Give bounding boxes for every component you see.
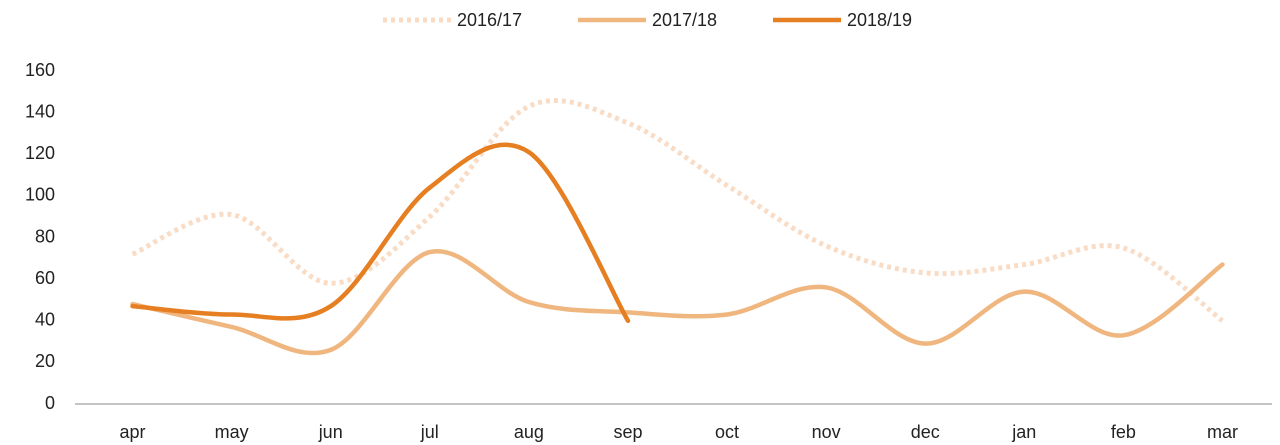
x-tick-label: aug bbox=[514, 422, 544, 442]
x-tick-label: feb bbox=[1111, 422, 1136, 442]
series-line bbox=[130, 142, 631, 323]
x-tick-label: dec bbox=[911, 422, 940, 442]
legend-label: 2017/18 bbox=[652, 10, 717, 30]
y-tick-label: 0 bbox=[45, 393, 55, 413]
x-tick-label: sep bbox=[613, 422, 642, 442]
x-tick-label: nov bbox=[812, 422, 841, 442]
y-tick-label: 100 bbox=[25, 185, 55, 205]
x-tick-label: jul bbox=[420, 422, 439, 442]
y-tick-label: 160 bbox=[25, 60, 55, 80]
series-line bbox=[130, 248, 1225, 356]
y-tick-label: 120 bbox=[25, 143, 55, 163]
x-tick-label: jun bbox=[318, 422, 343, 442]
y-tick-label: 60 bbox=[35, 268, 55, 288]
legend-label: 2018/19 bbox=[847, 10, 912, 30]
x-tick-label: apr bbox=[120, 422, 146, 442]
x-tick-label: may bbox=[215, 422, 249, 442]
x-tick-label: jan bbox=[1011, 422, 1036, 442]
y-tick-label: 140 bbox=[25, 101, 55, 121]
series-line bbox=[131, 98, 1224, 323]
y-tick-label: 20 bbox=[35, 351, 55, 371]
x-tick-label: mar bbox=[1207, 422, 1238, 442]
legend-label: 2016/17 bbox=[457, 10, 522, 30]
x-tick-label: oct bbox=[715, 422, 739, 442]
y-tick-label: 80 bbox=[35, 226, 55, 246]
y-tick-label: 40 bbox=[35, 310, 55, 330]
